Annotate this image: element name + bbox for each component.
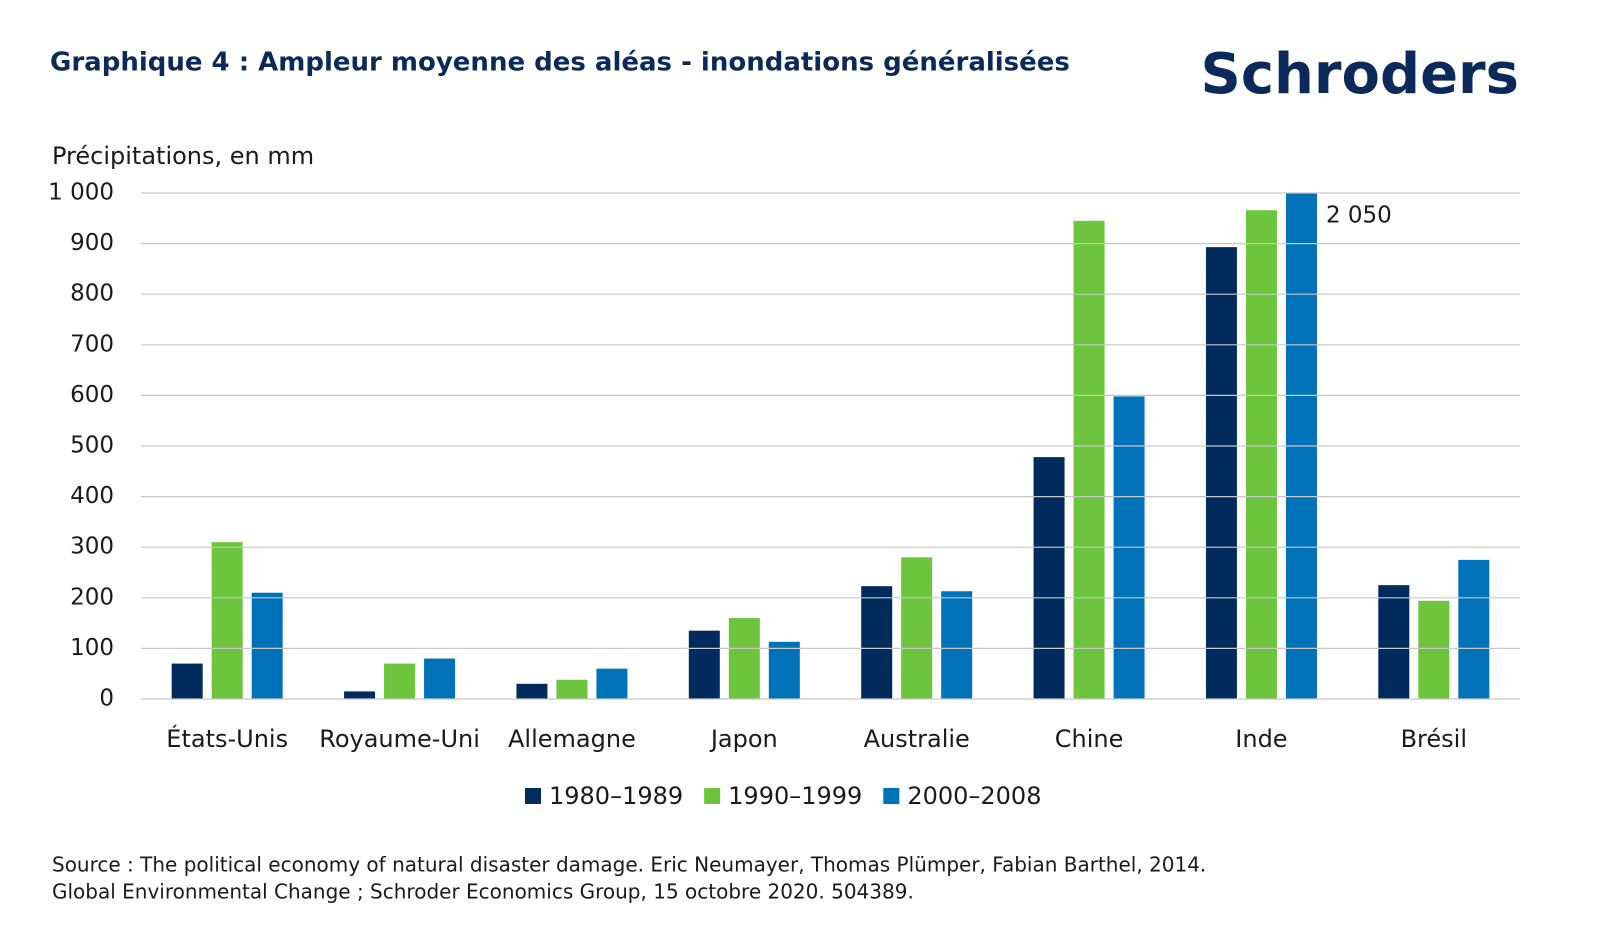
y-tick-label: 0	[99, 686, 114, 712]
bar	[941, 591, 973, 699]
x-tick-label: États-Unis	[166, 724, 288, 753]
bar	[901, 557, 933, 699]
y-tick-label: 1 000	[48, 180, 114, 206]
y-tick-label: 300	[70, 534, 114, 560]
bar	[384, 663, 416, 699]
bar	[1378, 585, 1410, 699]
x-tick-label: Chine	[1055, 725, 1124, 753]
y-tick-label: 400	[70, 483, 114, 509]
bar	[1205, 247, 1237, 699]
source: Global Environmental Change ; Schroder E…	[52, 880, 914, 904]
y-tick-label: 600	[70, 382, 114, 408]
bar	[171, 663, 203, 699]
y-tick-label: 800	[70, 281, 114, 307]
bar	[861, 586, 893, 699]
y-tick-label: 900	[70, 230, 114, 256]
bar	[251, 592, 283, 699]
value-label: 2 050	[1326, 203, 1392, 229]
logo: Schroders	[1201, 42, 1520, 107]
bar	[768, 641, 800, 699]
bar	[556, 679, 588, 699]
bar	[688, 630, 720, 699]
y-axis-title: Précipitations, en mm	[52, 142, 314, 170]
x-tick-label: Allemagne	[508, 725, 636, 753]
x-tick-label: Japon	[709, 725, 778, 753]
x-tick-label: Inde	[1235, 725, 1287, 753]
bar	[728, 618, 760, 699]
legend-label: 1990–1999	[728, 782, 862, 810]
bar	[596, 668, 628, 699]
bar	[1245, 210, 1277, 699]
y-tick-label: 700	[70, 331, 114, 357]
y-tick-label: 500	[70, 433, 114, 459]
legend-label: 1980–1989	[549, 782, 683, 810]
y-tick-label: 100	[70, 635, 114, 661]
legend-swatch	[883, 788, 900, 804]
legend-swatch	[704, 788, 721, 804]
bar	[1033, 457, 1065, 699]
y-tick-label: 200	[70, 584, 114, 610]
bar	[344, 691, 376, 699]
plot-area	[171, 193, 1490, 699]
legend-swatch	[525, 788, 541, 804]
bar	[424, 658, 456, 699]
bar	[516, 683, 548, 699]
bar	[1418, 600, 1450, 699]
source: Source : The political economy of natura…	[52, 853, 1206, 877]
legend-label: 2000–2008	[907, 782, 1041, 810]
x-tick-label: Australie	[864, 725, 970, 753]
chart-title: Graphique 4 : Ampleur moyenne des aléas …	[50, 48, 1070, 78]
bar	[1458, 559, 1490, 699]
bar	[1073, 220, 1105, 699]
x-tick-label: Royaume-Uni	[319, 725, 480, 753]
bar	[211, 542, 243, 699]
x-tick-label: Brésil	[1401, 725, 1467, 753]
